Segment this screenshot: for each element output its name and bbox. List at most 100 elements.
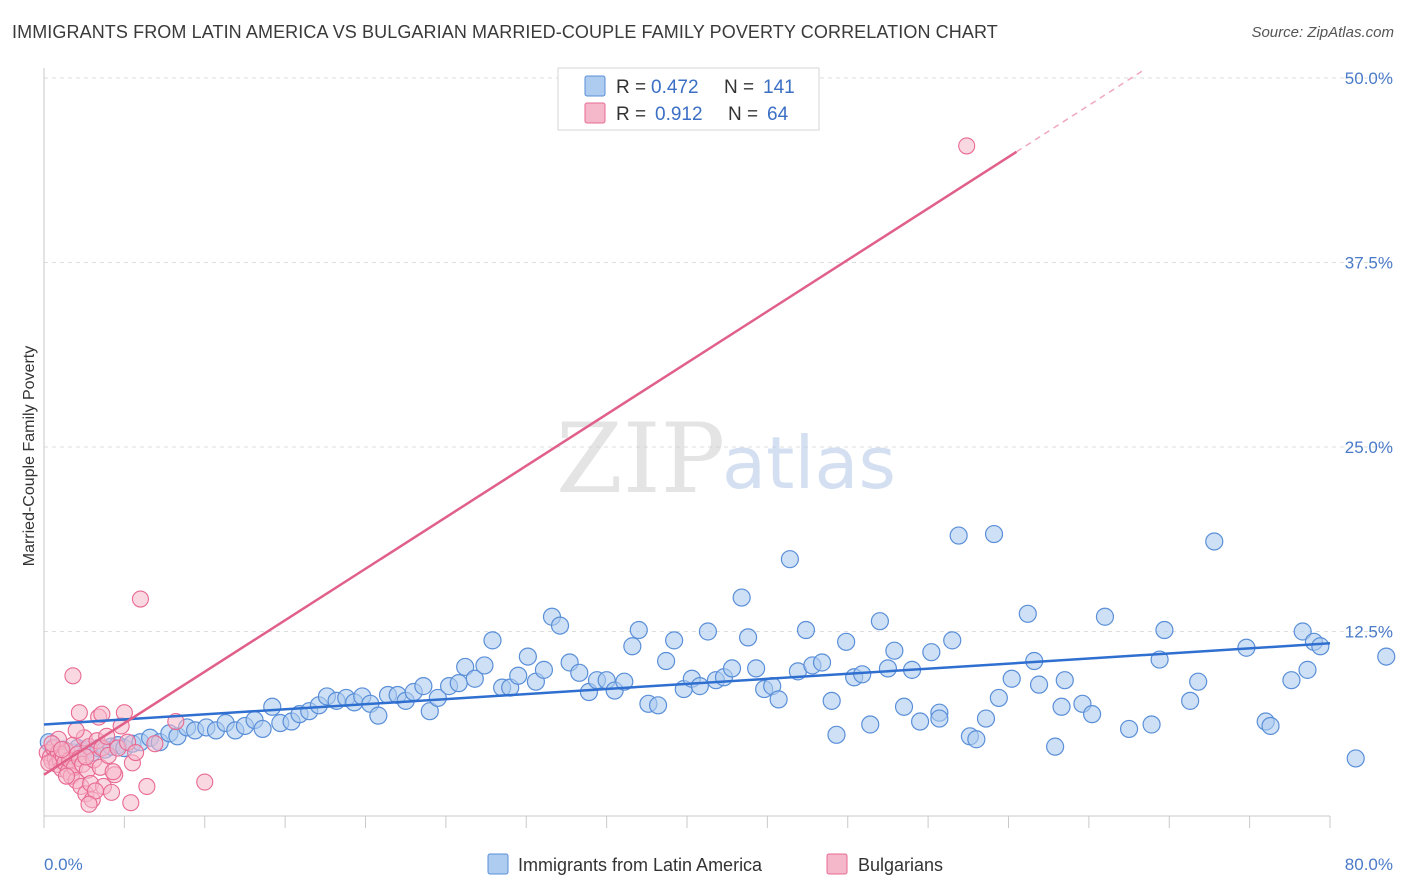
point-immigrants-109 bbox=[930, 709, 949, 728]
point-bulgarians-43 bbox=[127, 743, 145, 762]
point-immigrants-47 bbox=[414, 677, 433, 696]
point-immigrants-116 bbox=[989, 688, 1008, 708]
y-tick-label-3: 50.0% bbox=[1345, 69, 1393, 88]
point-bulgarians-49 bbox=[64, 667, 82, 685]
point-immigrants-103 bbox=[885, 641, 904, 660]
point-immigrants-123 bbox=[1055, 671, 1074, 690]
point-immigrants-61 bbox=[534, 660, 554, 679]
bottom-legend-label-immigrants: Immigrants from Latin America bbox=[518, 855, 763, 875]
point-immigrants-80 bbox=[698, 622, 717, 641]
point-immigrants-107 bbox=[922, 643, 941, 662]
point-immigrants-75 bbox=[657, 651, 676, 671]
point-immigrants-117 bbox=[1002, 669, 1021, 688]
point-immigrants-42 bbox=[369, 706, 388, 725]
point-immigrants-71 bbox=[623, 637, 642, 656]
point-bulgarians-63 bbox=[958, 137, 976, 155]
watermark-zip: ZIP bbox=[556, 403, 725, 515]
point-immigrants-59 bbox=[518, 647, 537, 666]
trend-line-bulgarians-extension bbox=[1016, 68, 1146, 153]
point-immigrants-72 bbox=[629, 620, 648, 640]
point-immigrants-121 bbox=[1046, 737, 1065, 756]
point-bulgarians-60 bbox=[80, 795, 98, 813]
point-immigrants-84 bbox=[732, 588, 751, 607]
trend-line-immigrants bbox=[43, 642, 1331, 726]
point-immigrants-106 bbox=[910, 712, 930, 731]
point-bulgarians-36 bbox=[102, 783, 121, 801]
legend-n-label-immigrants: N = bbox=[724, 77, 754, 98]
trend-lines bbox=[43, 68, 1331, 776]
point-immigrants-104 bbox=[894, 697, 914, 716]
x-tick-label-max: 80.0% bbox=[1345, 855, 1393, 874]
legend-r-label-immigrants: R = bbox=[616, 77, 646, 98]
point-immigrants-76 bbox=[665, 631, 684, 650]
point-immigrants-85 bbox=[738, 628, 758, 647]
point-bulgarians-46 bbox=[146, 735, 164, 753]
chart-title: IMMIGRANTS FROM LATIN AMERICA VS BULGARI… bbox=[12, 22, 998, 42]
point-bulgarians-61 bbox=[122, 794, 140, 812]
point-immigrants-120 bbox=[1029, 675, 1049, 694]
point-immigrants-70 bbox=[615, 672, 634, 691]
chart-source: Source: ZipAtlas.com bbox=[1251, 24, 1394, 41]
point-immigrants-139 bbox=[1298, 660, 1317, 679]
point-bulgarians-44 bbox=[131, 590, 149, 608]
legend-r-label-bulgarians: R = bbox=[616, 104, 646, 125]
point-immigrants-111 bbox=[949, 526, 968, 545]
point-immigrants-55 bbox=[483, 631, 502, 650]
point-immigrants-89 bbox=[769, 690, 788, 709]
legend-r-value-bulgarians: 0.912 bbox=[655, 104, 703, 125]
legend-swatch-immigrants bbox=[584, 75, 606, 97]
point-immigrants-53 bbox=[465, 669, 484, 688]
y-tick-label-2: 37.5% bbox=[1345, 254, 1393, 273]
point-immigrants-48 bbox=[420, 702, 439, 721]
point-immigrants-115 bbox=[984, 524, 1004, 544]
point-immigrants-127 bbox=[1119, 719, 1139, 739]
point-immigrants-138 bbox=[1293, 622, 1312, 641]
point-immigrants-130 bbox=[1155, 620, 1174, 640]
watermark: ZIP atlas bbox=[556, 403, 896, 515]
point-immigrants-128 bbox=[1142, 715, 1161, 734]
point-immigrants-83 bbox=[722, 659, 742, 678]
point-immigrants-125 bbox=[1082, 705, 1102, 724]
point-bulgarians-40 bbox=[115, 704, 133, 722]
legend-r-value-immigrants: 0.472 bbox=[651, 77, 699, 98]
point-immigrants-142 bbox=[1346, 749, 1365, 768]
y-axis-label: Married-Couple Family Poverty bbox=[21, 346, 38, 567]
point-immigrants-86 bbox=[747, 659, 766, 678]
point-immigrants-29 bbox=[253, 719, 272, 739]
point-bulgarians-50 bbox=[70, 704, 88, 722]
point-immigrants-114 bbox=[976, 709, 996, 728]
legend-n-value-bulgarians: 64 bbox=[767, 104, 789, 125]
point-immigrants-137 bbox=[1282, 671, 1301, 690]
point-immigrants-131 bbox=[1181, 691, 1200, 710]
point-immigrants-94 bbox=[812, 653, 832, 672]
point-immigrants-141 bbox=[1311, 637, 1330, 656]
bottom-legend: Immigrants from Latin America Bulgarians bbox=[487, 853, 943, 875]
bottom-legend-label-bulgarians: Bulgarians bbox=[858, 855, 943, 875]
point-immigrants-52 bbox=[456, 657, 475, 677]
point-immigrants-118 bbox=[1018, 604, 1037, 623]
point-immigrants-113 bbox=[967, 730, 986, 749]
y-tick-label-1: 25.0% bbox=[1345, 438, 1393, 457]
point-bulgarians-58 bbox=[67, 721, 85, 739]
legend-n-label-bulgarians: N = bbox=[728, 104, 758, 125]
point-immigrants-90 bbox=[780, 550, 799, 569]
point-immigrants-101 bbox=[870, 612, 890, 631]
legend-swatch-bulgarians bbox=[584, 102, 606, 124]
point-immigrants-97 bbox=[837, 632, 856, 651]
point-immigrants-102 bbox=[878, 659, 898, 678]
watermark-atlas: atlas bbox=[722, 421, 896, 505]
point-immigrants-143 bbox=[1377, 647, 1396, 666]
point-immigrants-133 bbox=[1205, 532, 1224, 551]
point-bulgarians-62 bbox=[93, 705, 111, 723]
bottom-legend-swatch-bulgarians bbox=[826, 853, 848, 875]
point-immigrants-132 bbox=[1189, 672, 1208, 691]
point-bulgarians-48 bbox=[196, 773, 214, 791]
point-immigrants-63 bbox=[550, 616, 570, 635]
legend: R = 0.472 N = 141 R = 0.912 N = 64 bbox=[557, 67, 820, 131]
y-tick-labels: 12.5% 25.0% 37.5% 50.0% bbox=[1345, 69, 1393, 642]
point-immigrants-126 bbox=[1095, 607, 1115, 626]
point-bulgarians-52 bbox=[57, 767, 76, 785]
bottom-legend-swatch-immigrants bbox=[487, 853, 509, 875]
legend-n-value-immigrants: 141 bbox=[763, 77, 795, 98]
